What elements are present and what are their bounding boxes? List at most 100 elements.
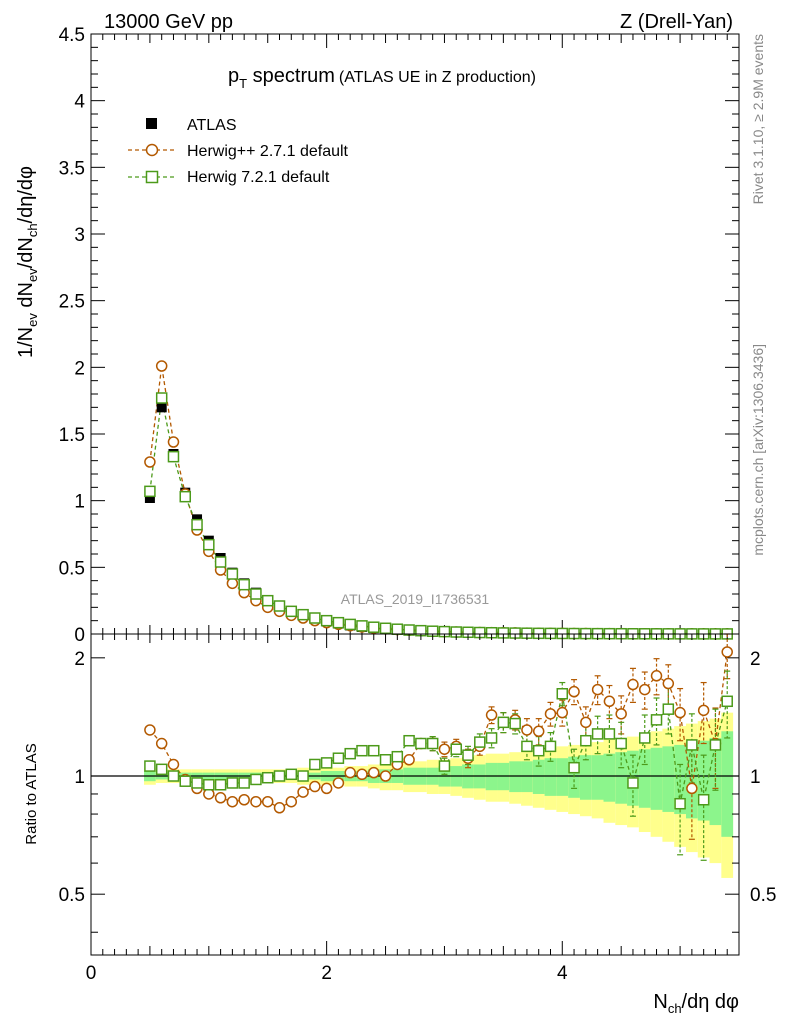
ratio-herwig7-point	[332, 752, 345, 764]
ratio-herwig7-point	[627, 777, 639, 789]
main-ytick-label: 0	[74, 625, 85, 646]
herwigpp-point	[167, 436, 180, 448]
ratio-band-inner	[532, 759, 545, 794]
ratio-herwig7-point	[497, 716, 510, 729]
legend-marker-herwigpp	[145, 143, 159, 157]
ratio-herwigpp-point	[638, 683, 651, 696]
ratio-herwigpp-point	[144, 724, 156, 736]
ratio-herwigpp-point	[438, 743, 451, 755]
ratio-band-inner	[579, 755, 592, 800]
herwig7-point	[356, 620, 368, 632]
ratio-herwig7-point	[214, 779, 227, 791]
ratio-herwigpp-point	[250, 795, 262, 808]
legend-marker-herwig7	[145, 170, 159, 184]
ratio-herwig7-point	[603, 728, 616, 740]
ratio-herwigpp-point	[603, 695, 616, 708]
ratio-herwig7-point	[474, 736, 486, 748]
ratio-herwigpp-point	[544, 708, 557, 720]
herwig7-point	[214, 556, 227, 568]
ratio-herwigpp-point	[214, 792, 227, 804]
ratio-herwig7-point	[485, 732, 498, 744]
ratio-y-axis-label: Ratio to ATLAS	[23, 743, 40, 844]
ratio-herwig7-point	[285, 768, 298, 781]
ratio-ytick-label: 2	[74, 649, 85, 670]
herwig7-point	[191, 518, 203, 531]
ratio-herwig7-point	[379, 754, 392, 766]
ratio-herwigpp-point	[155, 737, 168, 750]
ratio-herwigpp-point	[662, 677, 675, 690]
x-axis-label: Nch/dη dφ	[653, 991, 739, 1016]
main-ytick-label: 3.5	[59, 158, 85, 179]
ratio-ytick-label-right: 2	[750, 649, 761, 670]
ratio-herwig7-point	[568, 761, 580, 774]
herwig7-point	[226, 568, 239, 580]
ratio-herwigpp-point	[403, 754, 415, 766]
ratio-herwig7-point	[686, 739, 698, 751]
ratio-herwig7-point	[615, 737, 627, 750]
ratio-herwig7-point	[356, 744, 368, 757]
ratio-herwig7-point	[191, 777, 203, 789]
main-ytick-label: 1.5	[59, 425, 85, 446]
ratio-herwig7-point	[144, 760, 156, 772]
ratio-band-inner	[521, 761, 533, 793]
herwigpp-point	[226, 577, 239, 590]
ratio-herwig7-point	[697, 794, 710, 806]
herwig7-point	[391, 623, 404, 635]
rivet-label: Rivet 3.1.10, ≥ 2.9M events	[750, 34, 766, 204]
herwig7-point	[285, 605, 298, 618]
herwig7-point	[379, 622, 392, 635]
ratio-herwig7-point	[415, 737, 427, 750]
main-axis-ticks: 0 0.5 1 1.5 2 2.5 3 3.5 4 4.5	[59, 25, 740, 646]
ratio-herwigpp-point	[485, 709, 498, 721]
ratio-xtick-label: 2	[321, 963, 332, 984]
ratio-herwigpp-point	[580, 716, 592, 729]
ratio-ytick-label-right: 1	[750, 767, 761, 788]
herwig7-point	[167, 450, 180, 463]
main-ytick-label: 1	[74, 492, 85, 513]
herwig7-point	[309, 612, 321, 624]
ratio-herwigpp-point	[615, 708, 627, 720]
ratio-herwigpp-point	[285, 795, 298, 808]
ratio-herwig7-point	[674, 797, 686, 810]
ratio-herwigpp-point	[591, 683, 604, 696]
ratio-band-inner	[603, 753, 616, 802]
legend-marker-atlas	[146, 118, 157, 129]
ratio-herwig7-point	[450, 743, 462, 755]
chart-title: pT spectrum (ATLAS UE in Z production)	[228, 65, 536, 91]
ratio-herwig7-point	[709, 739, 722, 751]
ratio-herwig7-point	[261, 771, 274, 784]
ratio-herwig7-point	[320, 757, 333, 769]
ratio-herwig7-point	[438, 760, 451, 772]
ratio-band-inner	[568, 756, 580, 798]
herwig7-line	[149, 397, 728, 635]
ratio-herwigpp-point	[697, 704, 710, 717]
ratio-herwig7-point	[250, 773, 262, 786]
ratio-xtick-label: 4	[557, 963, 568, 984]
ratio-herwigpp-point	[568, 685, 580, 698]
ratio-herwig7-point	[544, 740, 557, 753]
ratio-band-inner	[591, 755, 604, 800]
herwig7-point	[297, 608, 309, 621]
ratio-herwig7-point	[238, 777, 250, 789]
energy-label: 13000 GeV pp	[104, 11, 233, 33]
ratio-herwigpp-point	[650, 670, 663, 682]
ratio-herwig7-point	[391, 750, 404, 763]
ratio-herwig7-point	[556, 688, 569, 700]
herwig7-point	[273, 600, 286, 612]
ratio-band-inner	[721, 731, 734, 837]
herwig7-point	[144, 485, 156, 498]
main-ytick-label: 2.5	[59, 292, 85, 313]
ratio-herwig7-point	[521, 740, 533, 753]
herwig7-point	[368, 621, 380, 633]
process-label: Z (Drell-Yan)	[620, 11, 733, 33]
atlas-point	[156, 402, 167, 413]
ratio-points	[144, 646, 733, 814]
ratio-herwig7-point	[426, 737, 439, 750]
ratio-herwig7-point	[638, 732, 651, 744]
main-ytick-label: 4.5	[59, 25, 85, 46]
herwig7-point	[179, 490, 192, 503]
ratio-herwigpp-point	[332, 777, 345, 789]
ratio-herwig7-point	[344, 747, 356, 760]
ratio-herwig7-point	[309, 758, 321, 771]
herwig7-point	[250, 588, 262, 600]
